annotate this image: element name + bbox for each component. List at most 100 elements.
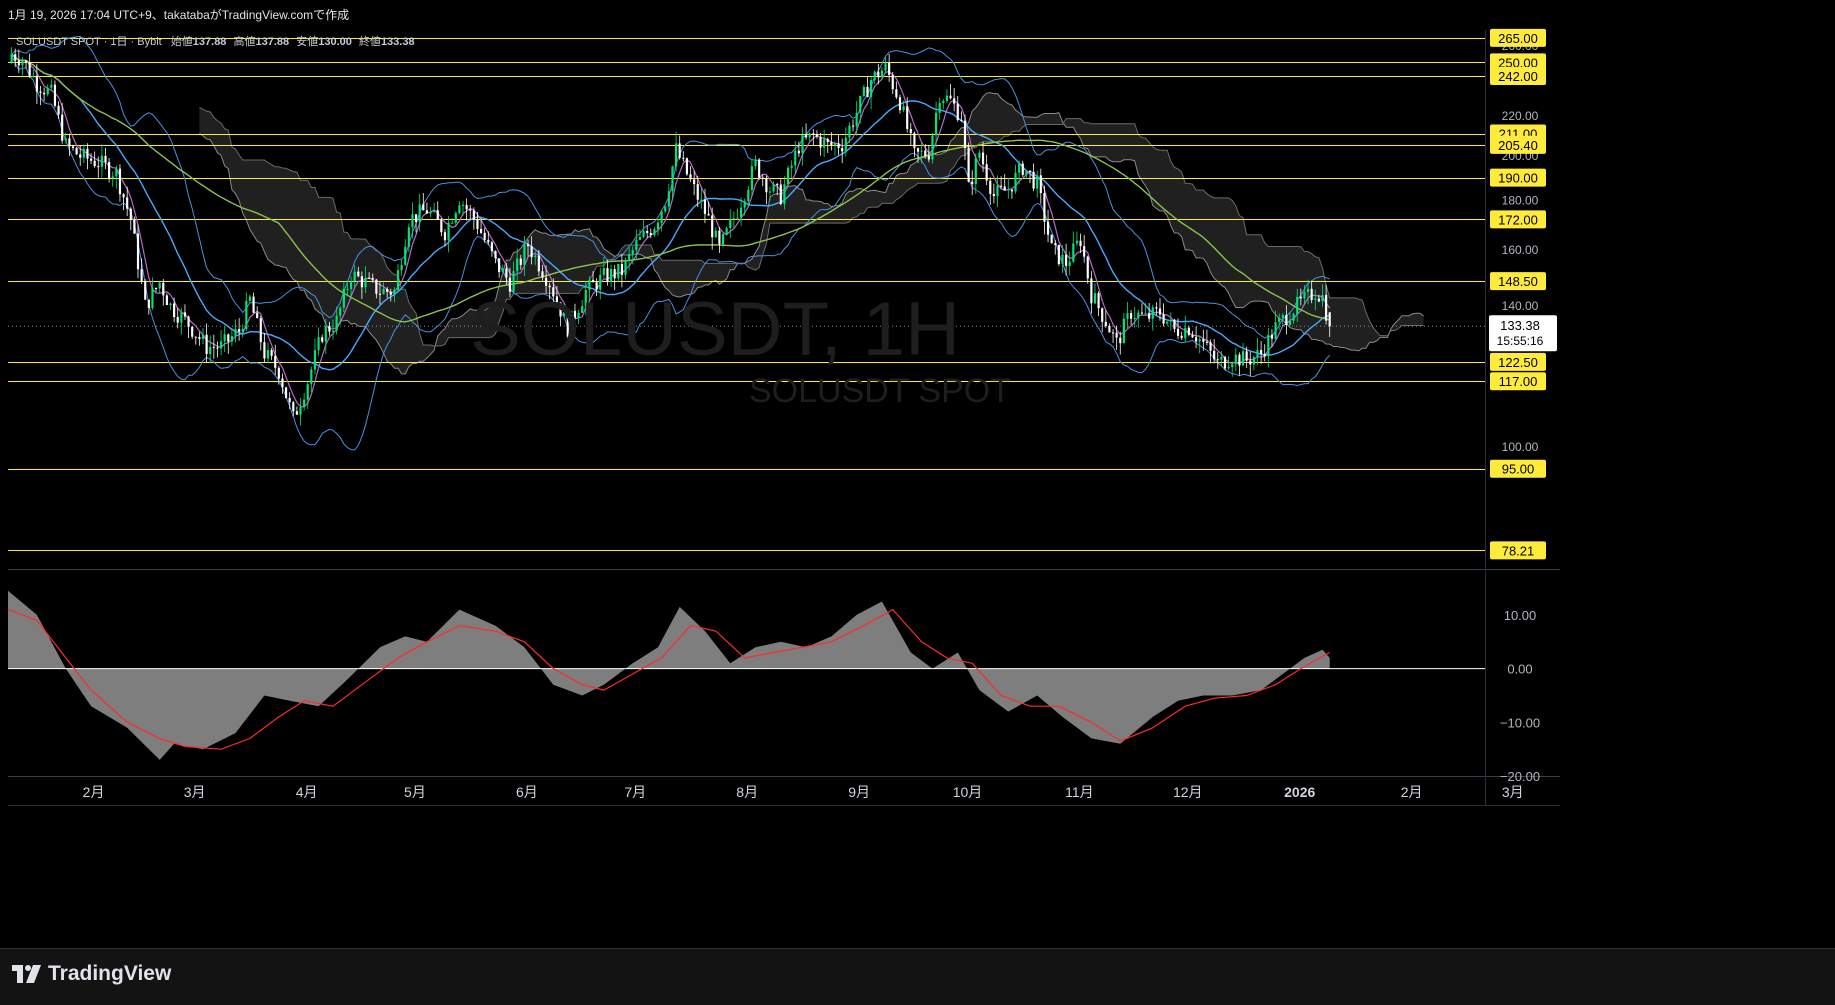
candle-body: [111, 176, 114, 178]
candle-body: [981, 152, 985, 165]
candle-body: [24, 60, 28, 63]
candle-body: [902, 106, 905, 111]
candle-body: [1061, 254, 1064, 264]
candle-body: [906, 106, 909, 129]
candle-body: [635, 239, 638, 251]
candle-body: [526, 244, 530, 247]
candle-body: [147, 299, 150, 308]
candle-body: [761, 177, 764, 179]
candle-body: [57, 105, 60, 115]
candle-body: [512, 271, 515, 292]
candle-body: [479, 228, 483, 233]
candle-body: [364, 277, 367, 288]
last-price-label: 133.38: [1500, 318, 1540, 333]
candle-body: [14, 54, 17, 61]
candle-body: [346, 288, 349, 290]
header-symbol: SOLUSDT SPOT · 1日 · Bybit 始値137.88 高値137…: [16, 34, 415, 48]
candle-body: [136, 233, 140, 270]
candle-body: [758, 159, 761, 178]
candle-body: [913, 133, 916, 149]
candle-body: [624, 259, 627, 275]
candle-body: [1158, 308, 1162, 315]
price-tick-label: 220.00: [1502, 109, 1539, 123]
candle-body: [17, 60, 20, 66]
candle-body: [646, 231, 649, 233]
candle-body: [1166, 321, 1169, 324]
candle-body: [418, 204, 421, 222]
candle-body: [411, 214, 414, 228]
price-tick-label: 100.00: [1502, 440, 1539, 454]
level-price-tag: [1490, 210, 1546, 229]
watermark-subtitle: SOLUSDT SPOT: [749, 372, 1011, 410]
candle-body: [295, 411, 298, 415]
level-price-tag: [1490, 135, 1546, 154]
candle-body: [714, 230, 717, 238]
candle-body: [46, 87, 49, 95]
candle-body: [631, 250, 634, 255]
candle-body: [1130, 313, 1133, 319]
candle-body: [266, 350, 270, 359]
countdown-label: 15:55:16: [1497, 334, 1544, 348]
candle-body: [1310, 288, 1313, 300]
candle-body: [219, 341, 223, 349]
candle-body: [963, 120, 967, 148]
candle-body: [126, 197, 129, 209]
candle-body: [1140, 312, 1144, 314]
price-tick-label: 140.00: [1502, 299, 1539, 313]
candle-body: [1292, 314, 1295, 321]
candle-body: [935, 112, 938, 136]
candle-body: [339, 307, 342, 316]
candle-body: [819, 136, 822, 148]
candle-body: [501, 268, 504, 273]
candle-body: [1104, 321, 1107, 327]
candle-body: [721, 233, 725, 245]
tradingview-logo[interactable]: TradingView: [12, 962, 171, 986]
candle-body: [1065, 254, 1068, 266]
candle-body: [469, 209, 472, 211]
candle-body: [552, 287, 555, 297]
candle-body: [693, 179, 696, 185]
time-tick-label: 3月: [1502, 784, 1524, 800]
footer-bar: [0, 948, 1835, 1005]
candle-body: [1306, 288, 1310, 292]
candle-body: [328, 326, 331, 332]
time-tick-label: 5月: [404, 784, 426, 800]
level-price-label: 190.00: [1498, 171, 1538, 186]
candle-body: [1097, 293, 1100, 309]
level-price-label: 265.00: [1498, 31, 1538, 46]
time-tick-label: 2月: [83, 784, 105, 800]
candle-body: [642, 231, 645, 237]
candle-body: [1274, 322, 1277, 339]
candle-body: [461, 204, 465, 206]
candle-body: [1227, 367, 1230, 369]
candle-body: [992, 193, 995, 197]
candle-body: [270, 350, 273, 356]
candle-body: [783, 184, 786, 204]
candle-body: [360, 276, 363, 288]
candle-body: [1325, 294, 1328, 321]
time-tick-label: 8月: [736, 784, 758, 800]
candle-body: [519, 258, 522, 265]
candle-body: [277, 367, 280, 379]
candle-body: [1252, 357, 1255, 365]
candle-body: [1299, 296, 1302, 299]
candle-body: [465, 204, 468, 210]
candle-body: [736, 217, 739, 219]
candle-body: [920, 150, 923, 152]
candle-body: [1198, 339, 1201, 342]
candle-body: [1068, 261, 1071, 266]
candle-body: [815, 134, 819, 137]
candle-body: [1314, 298, 1317, 300]
candle-body: [880, 70, 884, 78]
candle-body: [859, 95, 862, 113]
bollinger-bands: [11, 35, 1331, 451]
candle-body: [577, 312, 580, 319]
candle-body: [303, 399, 306, 408]
level-price-tag: [1490, 66, 1546, 85]
candle-body: [498, 258, 501, 273]
candle-body: [248, 296, 252, 301]
candle-body: [898, 97, 902, 111]
candle-body: [389, 291, 392, 295]
candle-body: [1180, 335, 1183, 339]
